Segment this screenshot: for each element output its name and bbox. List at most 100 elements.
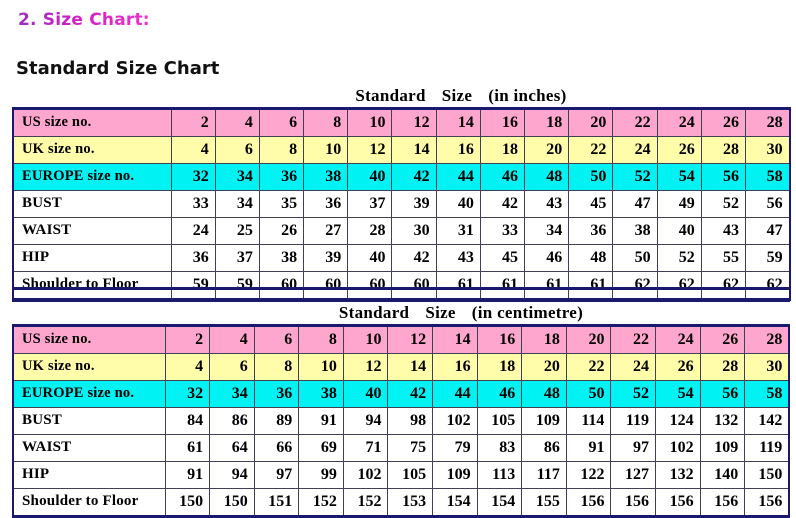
table-cell: 56 xyxy=(699,380,746,408)
table-cell: 36 xyxy=(568,217,614,245)
table-cell: 28 xyxy=(744,108,791,137)
table-cell: 153 xyxy=(387,488,434,517)
table-cell: 34 xyxy=(214,190,260,218)
table-cell: 40 xyxy=(435,190,481,218)
row-label: BUST xyxy=(12,407,166,435)
table-cell: 98 xyxy=(387,407,434,435)
table-cell: 43 xyxy=(435,244,481,272)
table-cell: 6 xyxy=(214,136,260,164)
table-cell: 48 xyxy=(523,163,570,191)
table-cell: 36 xyxy=(253,380,300,408)
table-cell: 18 xyxy=(476,353,523,381)
table-cell: 46 xyxy=(476,380,523,408)
table-cell: 39 xyxy=(303,244,349,272)
table-cell: 26 xyxy=(700,108,746,137)
table-cell: 47 xyxy=(612,190,658,218)
table-cell: 105 xyxy=(476,407,523,435)
table-row: BUST 33 34 35 36 37 39 40 42 43 45 47 49 52 56 xyxy=(12,190,791,218)
table-row: US size no. 2 4 6 8 10 12 14 16 18 20 22 24 26 28 xyxy=(12,325,790,354)
table-cell: 69 xyxy=(298,434,344,462)
table-cell: 61 xyxy=(164,434,211,462)
table-cell: 150 xyxy=(209,488,255,517)
table-cell: 154 xyxy=(432,488,478,517)
table-cell: 58 xyxy=(744,380,790,408)
table-cell: 71 xyxy=(342,434,389,462)
table-cell: 43 xyxy=(523,190,570,218)
table-cell: 49 xyxy=(656,190,702,218)
table-row: HIP 91 94 97 99 102 105 109 113 117 122 127 132 140 15… xyxy=(12,461,790,489)
table-cell: 42 xyxy=(387,380,434,408)
table-cell: 102 xyxy=(342,461,389,489)
row-label: EUROPE size no. xyxy=(12,380,166,408)
table-cell: 6 xyxy=(209,353,255,381)
table-cell: 24 xyxy=(610,353,657,381)
table-cell: 4 xyxy=(214,108,260,137)
table-cell: 10 xyxy=(303,136,349,164)
table-cell: 156 xyxy=(565,488,612,517)
row-label: HIP xyxy=(12,461,166,489)
table-cell: 75 xyxy=(387,434,434,462)
row-label: HIP xyxy=(12,244,172,272)
table-cell: 25 xyxy=(214,217,260,245)
table-cell: 38 xyxy=(258,244,305,272)
table-cell: 50 xyxy=(612,244,658,272)
table-cell: 102 xyxy=(655,434,701,462)
table-cell: 91 xyxy=(565,434,612,462)
table-cell: 12 xyxy=(387,325,434,354)
table-cell: 122 xyxy=(565,461,612,489)
table-row: WAIST 61 64 66 69 71 75 79 83 86 91 97 102 109 119 xyxy=(12,434,790,462)
table-cell: 16 xyxy=(479,108,526,137)
table-cell: 26 xyxy=(656,136,702,164)
table-cell: 14 xyxy=(435,108,481,137)
table-cell: 24 xyxy=(170,217,216,245)
table-cell: 37 xyxy=(347,190,393,218)
table-cell: 44 xyxy=(432,380,478,408)
table-cell: 26 xyxy=(655,353,701,381)
table-cell: 156 xyxy=(610,488,657,517)
table-row: EUROPE size no. 32 34 36 38 40 42 44 46 48 50 52 54 5… xyxy=(12,163,791,191)
caption-unit-cm: (in centimetre) xyxy=(471,303,584,322)
table-cell: 91 xyxy=(298,407,344,435)
table-cell: 48 xyxy=(521,380,567,408)
row-label: US size no. xyxy=(12,108,172,137)
table-cell: 55 xyxy=(700,244,746,272)
table-cell: 155 xyxy=(521,488,567,517)
table-cell: 56 xyxy=(744,190,791,218)
table-cell: 113 xyxy=(476,461,523,489)
table-cell: 47 xyxy=(744,217,791,245)
table-row: UK size no. 4 6 8 10 12 14 16 18 20 22 24 26 28 30 xyxy=(12,353,790,381)
table-cell: 22 xyxy=(568,136,614,164)
table-cell: 2 xyxy=(164,325,211,354)
table-cell: 60 xyxy=(258,271,305,300)
table-cell: 34 xyxy=(214,163,260,191)
table-cell: 89 xyxy=(253,407,300,435)
table-cell: 152 xyxy=(298,488,344,517)
table-cell: 61 xyxy=(479,271,526,300)
table-cell: 32 xyxy=(164,380,211,408)
table-cell: 99 xyxy=(298,461,344,489)
table-cell: 60 xyxy=(347,271,393,300)
table-cell: 38 xyxy=(612,217,658,245)
table-cell: 40 xyxy=(347,163,393,191)
table-cell: 10 xyxy=(342,325,389,354)
table-cell: 30 xyxy=(744,136,791,164)
table-cell: 39 xyxy=(391,190,437,218)
table-cell: 59 xyxy=(170,271,216,300)
table-cell: 20 xyxy=(568,108,614,137)
table-cell: 28 xyxy=(699,353,746,381)
table-cell: 35 xyxy=(258,190,305,218)
table-cell: 142 xyxy=(744,407,790,435)
table-cell: 127 xyxy=(610,461,657,489)
table-row: US size no. 2 4 6 8 10 12 14 16 18 20 22 24 26 28 xyxy=(12,108,791,137)
table-cell: 14 xyxy=(387,353,434,381)
table-cell: 28 xyxy=(347,217,393,245)
table-cell: 12 xyxy=(347,136,393,164)
table-cell: 102 xyxy=(432,407,478,435)
size-table-inches-section: Standard Size (in inches) US size no. 2 4 6 8 1… xyxy=(12,86,791,301)
table-cell: 62 xyxy=(744,271,791,300)
table-cell: 52 xyxy=(610,380,657,408)
row-label: WAIST xyxy=(12,217,172,245)
table-cell: 140 xyxy=(699,461,746,489)
table-cell: 37 xyxy=(214,244,260,272)
